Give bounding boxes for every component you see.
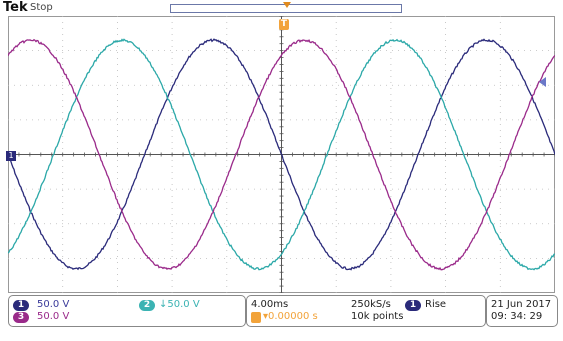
ch1-ground-marker-icon: 1 [6,151,16,161]
ch1-badge[interactable]: 1 [13,300,29,311]
ch2-badge[interactable]: 2 [139,300,155,311]
ch1-scale: 50.0 V [37,299,70,310]
ch3-scale: 50.0 V [37,311,70,322]
waveform-display [8,16,555,293]
datetime-panel: 21 Jun 2017 09: 34: 29 [486,295,558,327]
time-text: 09: 34: 29 [491,311,543,322]
record-length: 10k points [351,311,404,322]
trigger-slope: Rise [425,299,447,310]
time-position: ▾0.00000 s [263,311,318,322]
trigger-level-arrow-icon [539,77,546,87]
waveform-ch2 [8,38,555,271]
date-text: 21 Jun 2017 [491,299,552,310]
status-bar: 1 50.0 V 2 ↓50.0 V 3 50.0 V 4.00ms 250kS… [8,295,558,339]
trigger-time-icon-small [251,312,261,323]
trigger-time-icon: T [279,19,289,30]
trigger-source-badge[interactable]: 1 [405,300,421,311]
timebase-panel: 4.00ms 250kS/s 1 Rise ▾0.00000 s 10k poi… [246,295,486,327]
ch2-scale: ↓50.0 V [159,299,200,310]
header-bar: Tek Stop [0,0,563,16]
time-per-div: 4.00ms [251,299,289,310]
channel-scale-panel: 1 50.0 V 2 ↓50.0 V 3 50.0 V [8,295,246,327]
brand-logo: Tek [3,0,28,15]
waveform-ch1 [8,38,555,271]
acquisition-state: Stop [30,2,53,13]
ch3-badge[interactable]: 3 [13,312,29,323]
waveform-ch3 [8,38,555,271]
trigger-position-marker-icon [283,2,291,8]
sample-rate: 250kS/s [351,299,391,310]
